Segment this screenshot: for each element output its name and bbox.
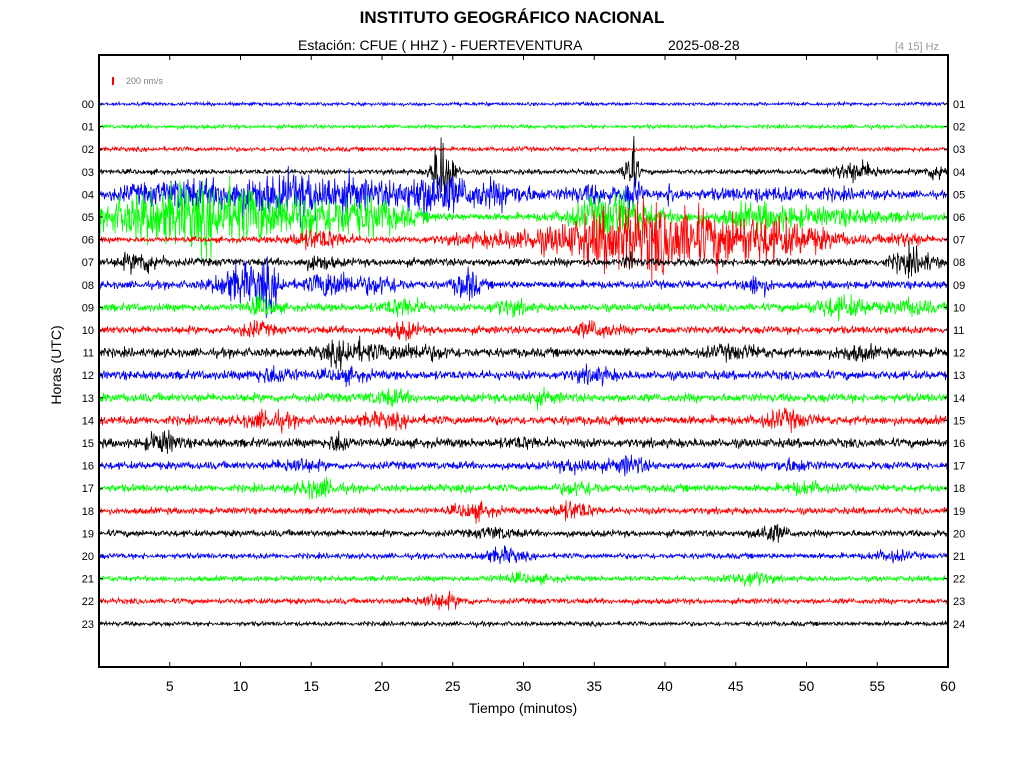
trace-07 — [99, 240, 948, 279]
hour-label-left: 15 — [82, 438, 94, 450]
hour-label-left: 20 — [82, 551, 94, 563]
hour-label-right: 01 — [953, 99, 965, 111]
hour-label-left: 02 — [82, 144, 94, 156]
trace-00 — [99, 100, 948, 108]
trace-04 — [99, 165, 948, 228]
hour-label-left: 22 — [82, 596, 94, 608]
trace-14 — [99, 407, 948, 434]
x-tick-label: 55 — [869, 678, 885, 694]
trace-03 — [99, 135, 948, 207]
trace-15 — [99, 429, 948, 454]
hour-label-right: 23 — [953, 596, 965, 608]
hour-label-left: 07 — [82, 257, 94, 269]
hour-label-left: 21 — [82, 574, 94, 586]
scale-bar-label: 200 nm/s — [126, 76, 164, 86]
hour-label-right: 11 — [953, 325, 964, 337]
hour-label-right: 14 — [953, 393, 965, 405]
x-tick-label: 30 — [516, 678, 532, 694]
trace-13 — [99, 386, 948, 411]
x-tick-label: 35 — [586, 678, 602, 694]
hour-label-right: 19 — [953, 506, 965, 518]
hour-label-right: 12 — [953, 348, 965, 360]
hour-label-right: 22 — [953, 574, 965, 586]
hour-label-left: 10 — [82, 325, 94, 337]
hour-label-right: 09 — [953, 280, 965, 292]
hour-label-left: 17 — [82, 483, 94, 495]
x-tick-label: 10 — [233, 678, 249, 694]
hour-label-right: 15 — [953, 415, 965, 427]
hour-label-right: 04 — [953, 167, 965, 179]
hour-label-left: 03 — [82, 167, 94, 179]
hour-label-right: 05 — [953, 189, 965, 201]
trace-09 — [99, 292, 948, 322]
filter-band: [4 15] Hz — [895, 41, 940, 53]
hour-label-right: 18 — [953, 483, 965, 495]
hour-label-left: 23 — [82, 619, 94, 631]
x-tick-label: 20 — [374, 678, 390, 694]
chart-title: INSTITUTO GEOGRÁFICO NACIONAL — [359, 8, 665, 27]
station-name: CFUE ( HHZ ) - FUERTEVENTURA — [359, 37, 583, 53]
x-axis-label: Tiempo (minutos) — [468, 700, 578, 716]
date-label: 2025-08-28 — [668, 37, 740, 53]
hour-label-right: 13 — [953, 370, 965, 382]
x-tick-label: 60 — [940, 678, 956, 694]
x-tick-label: 15 — [303, 678, 319, 694]
x-tick-label: 5 — [166, 678, 174, 694]
hour-label-left: 18 — [82, 506, 94, 518]
hour-label-left: 06 — [82, 235, 94, 247]
trace-05 — [99, 175, 948, 260]
trace-02 — [99, 144, 948, 153]
hour-label-right: 21 — [953, 551, 965, 563]
trace-18 — [99, 500, 948, 525]
trace-01 — [99, 122, 948, 131]
x-tick-label: 45 — [728, 678, 744, 694]
hour-label-left: 14 — [82, 415, 94, 427]
hour-label-right: 02 — [953, 122, 965, 134]
trace-16 — [99, 454, 948, 477]
trace-23 — [99, 619, 948, 629]
x-tick-label: 25 — [445, 678, 461, 694]
hour-label-right: 08 — [953, 257, 965, 269]
x-tick-label: 40 — [657, 678, 673, 694]
hour-label-right: 10 — [953, 302, 965, 314]
trace-12 — [99, 363, 948, 388]
hour-label-left: 05 — [82, 212, 94, 224]
scale-bar — [112, 77, 114, 85]
station-info: Estación: CFUE ( HHZ ) - FUERTEVENTURA — [298, 37, 582, 53]
station-label: Estación: — [298, 37, 356, 53]
traces-group — [99, 100, 948, 629]
trace-11 — [99, 335, 948, 371]
hour-label-left: 12 — [82, 370, 94, 382]
hour-label-left: 04 — [82, 189, 94, 201]
hour-label-right: 06 — [953, 212, 965, 224]
x-tick-label: 50 — [799, 678, 815, 694]
trace-08 — [99, 256, 948, 319]
hour-label-left: 11 — [83, 348, 94, 360]
hour-label-left: 01 — [82, 122, 94, 134]
hour-label-left: 19 — [82, 528, 94, 540]
hour-label-right: 07 — [953, 235, 965, 247]
trace-06 — [99, 196, 948, 283]
hour-label-left: 00 — [82, 99, 94, 111]
hour-label-right: 03 — [953, 144, 965, 156]
hour-label-left: 09 — [82, 302, 94, 314]
hour-label-left: 13 — [82, 393, 94, 405]
hour-label-right: 20 — [953, 528, 965, 540]
trace-10 — [99, 319, 948, 342]
trace-20 — [99, 545, 948, 565]
hour-label-right: 16 — [953, 438, 965, 450]
trace-19 — [99, 523, 948, 543]
hour-label-left: 16 — [82, 461, 94, 473]
hour-label-right: 24 — [953, 619, 965, 631]
hour-label-right: 17 — [953, 461, 965, 473]
trace-17 — [99, 476, 948, 500]
trace-22 — [99, 590, 948, 611]
trace-21 — [99, 570, 948, 587]
hour-label-left: 08 — [82, 280, 94, 292]
